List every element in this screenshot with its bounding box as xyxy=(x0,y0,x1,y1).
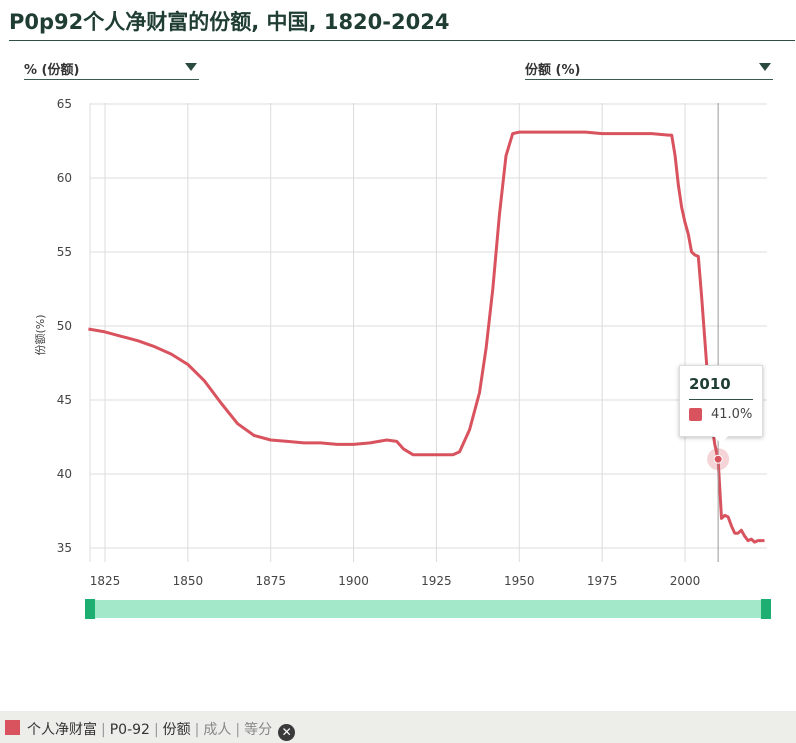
legend-item-percentile: P0-92 xyxy=(109,722,150,738)
tooltip-year: 2010 xyxy=(689,375,731,393)
legend-item-variable: 个人净财富 xyxy=(27,722,97,738)
legend-item-type: 份额 xyxy=(162,722,191,738)
tooltip-pointer xyxy=(714,436,728,444)
y-tick-label: 60 xyxy=(57,171,72,185)
tooltip-series-swatch xyxy=(689,408,702,421)
metric-dropdown[interactable]: 份额 (%) xyxy=(525,56,773,80)
unit-dropdown[interactable]: % (份额) xyxy=(24,56,199,80)
y-tick-label: 65 xyxy=(57,97,72,111)
y-tick-label: 55 xyxy=(57,245,72,259)
title-divider xyxy=(9,40,795,41)
range-slider-right-handle[interactable] xyxy=(761,599,771,619)
range-slider-left-handle[interactable] xyxy=(85,599,95,619)
page-title: P0p92个人净财富的份额, 中国, 1820-2024 xyxy=(9,10,450,34)
y-axis-ticks: 35 40 45 50 55 60 65 xyxy=(57,97,72,555)
x-tick-label: 1875 xyxy=(255,574,286,588)
x-tick-label: 1850 xyxy=(173,574,204,588)
x-tick-label: 1925 xyxy=(421,574,452,588)
hover-point[interactable] xyxy=(713,454,723,464)
chevron-down-icon xyxy=(759,63,771,71)
x-axis-ticks: 1825 1850 1875 1900 1925 1950 1975 2000 xyxy=(90,574,701,588)
x-tick-label: 1950 xyxy=(504,574,535,588)
remove-series-icon[interactable]: ✕ xyxy=(278,724,296,741)
metric-dropdown-value: 份额 (%) xyxy=(525,63,581,78)
y-tick-label: 45 xyxy=(57,393,72,407)
y-tick-label: 35 xyxy=(57,541,72,555)
series-line xyxy=(88,130,765,544)
unit-dropdown-value: % (份额) xyxy=(24,63,80,78)
x-tick-label: 2000 xyxy=(670,574,701,588)
x-tick-label: 1975 xyxy=(587,574,618,588)
legend-swatch xyxy=(5,720,20,735)
tooltip-value: 41.0% xyxy=(711,407,753,422)
range-slider[interactable] xyxy=(85,600,771,618)
x-tick-label: 1825 xyxy=(90,574,121,588)
tooltip: 2010 41.0% xyxy=(679,365,763,444)
x-tick-label: 1900 xyxy=(338,574,369,588)
y-tick-label: 50 xyxy=(57,319,72,333)
tooltip-divider xyxy=(689,399,753,400)
chart-grid xyxy=(89,103,767,562)
legend-bar: 个人净财富 | P0-92 | 份额 | 成人 | 等分 ✕ xyxy=(0,711,796,743)
legend-item-population: 成人 xyxy=(203,722,232,738)
y-tick-label: 40 xyxy=(57,467,72,481)
chevron-down-icon xyxy=(185,63,197,71)
legend-item-split: 等分 xyxy=(244,722,273,738)
y-axis-label: 份额(%) xyxy=(34,314,47,355)
